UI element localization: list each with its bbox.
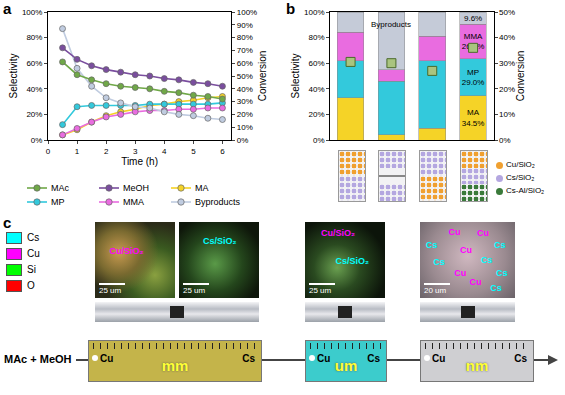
svg-text:10%: 10% <box>499 110 515 119</box>
svg-text:Time (h): Time (h) <box>121 156 158 167</box>
svg-text:100%: 100% <box>22 8 42 17</box>
html-text:Cs/SiO₂: Cs/SiO₂ <box>203 235 237 246</box>
html-text:Cs: Cs <box>494 240 506 251</box>
svg-text:20%: 20% <box>237 110 253 119</box>
svg-text:9.6%: 9.6% <box>464 14 482 23</box>
html-text:um: um <box>334 357 358 374</box>
html-text:MeOH: MeOH <box>123 182 149 193</box>
html-text:a: a <box>3 0 12 17</box>
html-text:25 um: 25 um <box>309 286 332 295</box>
svg-text:90%: 90% <box>237 21 253 30</box>
html-text:c: c <box>3 214 12 231</box>
svg-text:100%: 100% <box>304 8 324 17</box>
html-text:Cs: Cs <box>242 353 255 364</box>
svg-text:100%: 100% <box>237 8 257 17</box>
html-text:Cu: Cu <box>432 353 446 364</box>
html-text:Byproducts: Byproducts <box>195 196 240 207</box>
html-text:Cu: Cu <box>477 228 489 239</box>
svg-text:0%: 0% <box>499 136 511 145</box>
html-text:Cs/SiO₂: Cs/SiO₂ <box>335 256 369 267</box>
svg-text:Conversion: Conversion <box>257 51 268 102</box>
svg-text:70%: 70% <box>237 46 253 55</box>
svg-text:10%: 10% <box>237 123 253 132</box>
html-text:O: O <box>27 280 35 292</box>
html-text:MP: MP <box>51 196 65 207</box>
svg-text:MMA26.9%: MMA26.9% <box>462 32 485 51</box>
html-text:MAc + MeOH: MAc + MeOH <box>4 353 72 365</box>
html-text:Si: Si <box>27 264 36 276</box>
svg-text:30%: 30% <box>237 97 253 106</box>
svg-text:40%: 40% <box>237 85 253 94</box>
svg-text:80%: 80% <box>309 33 325 42</box>
html-text:Cu: Cu <box>100 353 114 364</box>
svg-text:40%: 40% <box>309 85 325 94</box>
html-text:Cs: Cs <box>480 255 493 266</box>
html-text:Cu/SiO₂: Cu/SiO₂ <box>506 160 535 169</box>
svg-text:0%: 0% <box>313 136 325 145</box>
svg-text:0%: 0% <box>237 136 249 145</box>
html-text:25 um: 25 um <box>99 286 122 295</box>
svg-text:50%: 50% <box>237 72 253 81</box>
svg-text:MA34.5%: MA34.5% <box>462 108 485 127</box>
svg-text:MP29.0%: MP29.0% <box>462 68 485 87</box>
svg-text:Selectivity: Selectivity <box>290 53 301 98</box>
html-text:Cs: Cs <box>496 267 508 278</box>
html-text:25 um: 25 um <box>183 286 206 295</box>
svg-text:0%: 0% <box>31 136 43 145</box>
svg-text:80%: 80% <box>26 33 42 42</box>
svg-text:Conversion: Conversion <box>515 51 526 102</box>
svg-text:20%: 20% <box>499 85 515 94</box>
html-text:Cu: Cu <box>459 244 472 255</box>
svg-text:0: 0 <box>46 147 51 156</box>
html-text:Cs/SiO₂: Cs/SiO₂ <box>506 173 535 182</box>
svg-text:Byproducts: Byproducts <box>371 20 411 29</box>
svg-text:60%: 60% <box>26 59 42 68</box>
svg-text:4: 4 <box>162 147 167 156</box>
html-text:Cu/SiO₂: Cu/SiO₂ <box>109 246 144 257</box>
svg-text:20%: 20% <box>309 110 325 119</box>
svg-text:3: 3 <box>133 147 138 156</box>
svg-text:30%: 30% <box>499 59 515 68</box>
html-text:Cu: Cu <box>448 226 461 237</box>
html-text:mm: mm <box>161 357 189 374</box>
svg-text:40%: 40% <box>499 33 515 42</box>
svg-text:80%: 80% <box>237 33 253 42</box>
html-text:Cu/SiO₂: Cu/SiO₂ <box>321 228 355 239</box>
html-text:Cs: Cs <box>367 353 380 364</box>
svg-text:20%: 20% <box>26 110 42 119</box>
html-text:b: b <box>286 0 296 17</box>
svg-text:50%: 50% <box>499 8 515 17</box>
svg-text:1: 1 <box>75 147 80 156</box>
svg-text:60%: 60% <box>309 59 325 68</box>
svg-text:2: 2 <box>104 147 109 156</box>
svg-text:5: 5 <box>191 147 196 156</box>
html-text:Cs: Cs <box>514 353 527 364</box>
svg-text:6: 6 <box>220 147 225 156</box>
html-text:Cu: Cu <box>317 353 331 364</box>
html-text:Cu: Cu <box>469 276 482 287</box>
svg-text:Selectivity: Selectivity <box>8 53 19 98</box>
html-text:Cs-Al/SiO₂: Cs-Al/SiO₂ <box>506 186 545 195</box>
html-text:MA: MA <box>195 182 209 193</box>
html-text:Cu: Cu <box>454 267 467 278</box>
html-text:20 um: 20 um <box>424 286 447 295</box>
html-text:Cs: Cs <box>425 240 438 251</box>
svg-text:40%: 40% <box>26 85 42 94</box>
svg-text:60%: 60% <box>237 59 253 68</box>
html-text:nm: nm <box>465 357 489 374</box>
html-text:MMA: MMA <box>123 196 144 207</box>
html-text:Cs: Cs <box>490 282 502 293</box>
html-text:MAc: MAc <box>51 182 69 193</box>
html-text:Cs: Cs <box>433 257 445 267</box>
html-text:Cu: Cu <box>27 248 40 260</box>
html-text:Cs: Cs <box>27 232 40 244</box>
